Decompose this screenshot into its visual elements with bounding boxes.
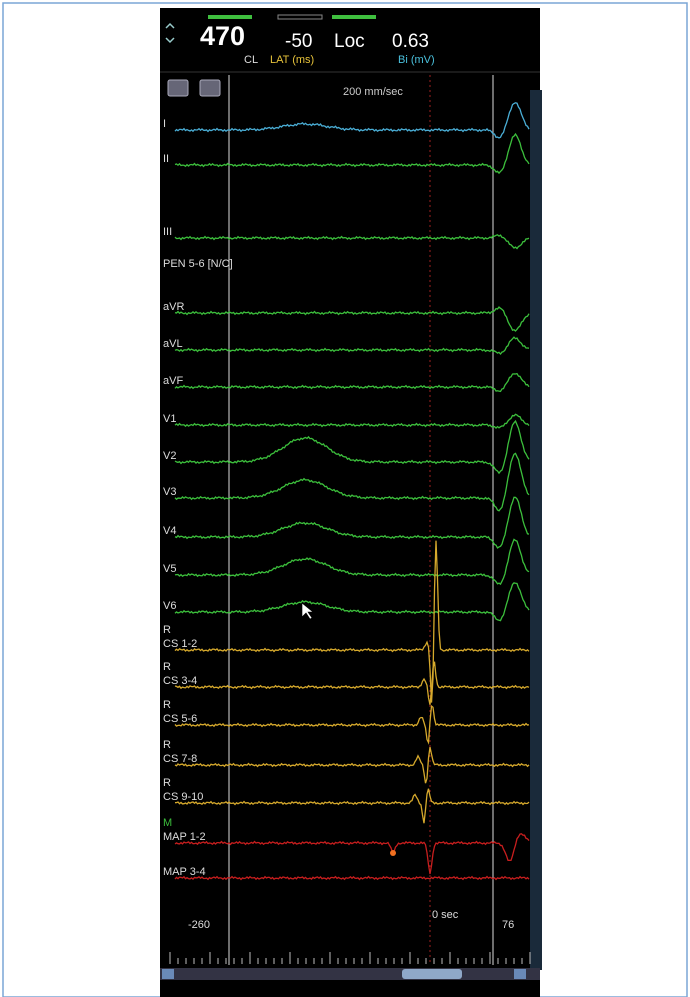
cl-label: CL (244, 54, 258, 66)
channel-label: CS 5-6 (163, 713, 197, 725)
side-map (530, 90, 542, 970)
channel-label: V5 (163, 563, 176, 575)
channel-tag: R (163, 624, 171, 636)
status-bar (332, 15, 376, 19)
channel-label: II (163, 153, 169, 165)
channel-label: V4 (163, 525, 176, 537)
channel-label: V1 (163, 413, 176, 425)
tool-button[interactable] (200, 80, 220, 96)
recording-panel (160, 8, 540, 997)
channel-tag: R (163, 777, 171, 789)
channel-tag: R (163, 739, 171, 751)
lat-value: -50 (285, 31, 312, 52)
scroll-left[interactable] (162, 969, 174, 979)
lat-label: LAT (ms) (270, 54, 314, 66)
channel-label: III (163, 226, 172, 238)
channel-label: aVF (163, 375, 183, 387)
channel-label: aVR (163, 301, 184, 313)
sweep-speed: 200 mm/sec (343, 86, 403, 98)
scroll-right[interactable] (514, 969, 526, 979)
channel-label: V6 (163, 600, 176, 612)
bipolar-value: 0.63 (392, 31, 429, 52)
scroll-thumb[interactable] (402, 969, 462, 979)
marker (390, 850, 396, 856)
cycle-length: 470 (200, 21, 245, 51)
channel-tag: R (163, 699, 171, 711)
channel-label: V2 (163, 450, 176, 462)
bipolar-label: Bi (mV) (398, 54, 435, 66)
status-bar (208, 15, 252, 19)
channel-label: PEN 5-6 [N/C] (163, 258, 233, 270)
channel-label: aVL (163, 338, 183, 350)
channel-label: MAP 1-2 (163, 831, 206, 843)
viewer: 470 CL -50 LAT (ms) Loc 0.63 Bi (mV) 200… (0, 0, 690, 997)
screenshot: 470 CL -50 LAT (ms) Loc 0.63 Bi (mV) 200… (0, 0, 690, 997)
channel-tag: M (163, 817, 172, 829)
tool-button[interactable] (168, 80, 188, 96)
loc: Loc (334, 31, 365, 52)
scrollbar[interactable] (160, 968, 540, 980)
channel-label: CS 3-4 (163, 675, 197, 687)
channel-label: CS 7-8 (163, 753, 197, 765)
channel-label: CS 9-10 (163, 791, 203, 803)
channel-label: V3 (163, 486, 176, 498)
time-end: 76 (502, 919, 514, 931)
channel-tag: R (163, 661, 171, 673)
time-zero: 0 sec (432, 909, 459, 921)
channel-label: I (163, 118, 166, 130)
time-start: -260 (188, 919, 210, 931)
channel-label: CS 1-2 (163, 638, 197, 650)
